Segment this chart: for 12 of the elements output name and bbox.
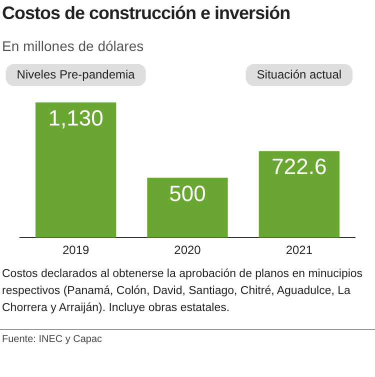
chart-title: Costos de construcción e inversión <box>2 3 292 24</box>
text: Costos declarados al obtenerse la aprobación de planos en minucipios respectivos (Panamá, Colón, David, Santiago, Chitré, Aguadulce, La Chorrera y Arraiján). Incluye obras estatales. <box>2 267 364 316</box>
data-label: 722.6 <box>272 154 327 180</box>
source-note: Fuente: INEC y Capac <box>0 329 375 345</box>
data-label: 500 <box>169 180 206 206</box>
x-tick-label: 2021 <box>286 243 313 258</box>
x-tick-label: 2020 <box>174 243 202 258</box>
text: Niveles Pre-pandemia <box>16 67 136 82</box>
chart-subtitle: En millones de dólares <box>2 38 145 54</box>
x-tick-label: 2019 <box>62 243 90 258</box>
data-label: 1,130 <box>48 105 104 130</box>
text: Situación actual <box>256 67 342 82</box>
